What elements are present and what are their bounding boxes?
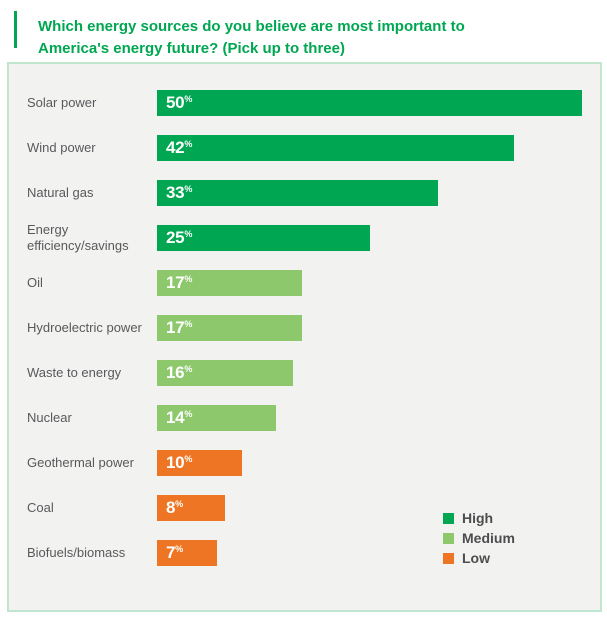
chart-row: Hydroelectric power 17% — [9, 305, 600, 350]
category-label: Geothermal power — [27, 454, 134, 470]
bar-low: 10% — [157, 449, 242, 476]
chart-question-title: Which energy sources do you believe are … — [38, 18, 465, 58]
category-label: Oil — [27, 274, 43, 290]
bar-value-label: 16% — [166, 363, 193, 382]
category-label: Nuclear — [27, 409, 72, 425]
chart-row: Energy efficiency/savings 25% — [9, 215, 600, 260]
bar-medium: 17% — [157, 314, 302, 341]
legend-swatch-icon — [443, 532, 454, 544]
bar-medium: 16% — [157, 359, 293, 386]
bar-value-label: 10% — [166, 453, 193, 472]
chart-row: Coal 8% — [9, 485, 600, 530]
chart-rows: Solar power 50% Wind power 42% Natural gas 33… — [9, 64, 600, 575]
bar-value-label: 17% — [166, 273, 193, 292]
bar-value-label: 25% — [166, 228, 193, 247]
chart-row: Biofuels/biomass 7% — [9, 530, 600, 575]
legend-item: Low — [443, 548, 515, 568]
bar-value-label: 42% — [166, 138, 193, 157]
legend-label: Low — [462, 550, 490, 566]
category-label: Biofuels/biomass — [27, 544, 126, 560]
bar-high: 33% — [157, 179, 438, 206]
chart-panel: Solar power 50% Wind power 42% Natural gas 33… — [7, 62, 602, 612]
chart-row: Solar power 50% — [9, 80, 600, 125]
legend-item: High — [443, 508, 515, 528]
bar-value-label: 50% — [166, 93, 193, 112]
bar-value-label: 17% — [166, 318, 193, 337]
chart-row: Oil 17% — [9, 260, 600, 305]
chart-row: Nuclear 14% — [9, 395, 600, 440]
chart-legend: High Medium Low — [443, 508, 515, 568]
category-label: Natural gas — [27, 184, 94, 200]
bar-low: 7% — [157, 539, 217, 566]
title-accent-rule — [14, 11, 17, 48]
chart-row: Waste to energy 16% — [9, 350, 600, 395]
bar-high: 50% — [157, 89, 582, 116]
legend-label: Medium — [462, 530, 515, 546]
bar-low: 8% — [157, 494, 225, 521]
chart-row: Geothermal power 10% — [9, 440, 600, 485]
category-label: Energy efficiency/savings — [27, 221, 129, 253]
category-label: Waste to energy — [27, 364, 122, 380]
bar-high: 42% — [157, 134, 514, 161]
chart-row: Natural gas 33% — [9, 170, 600, 215]
legend-swatch-icon — [443, 512, 454, 524]
bar-value-label: 33% — [166, 183, 193, 202]
category-label: Wind power — [27, 139, 96, 155]
bar-value-label: 8% — [166, 498, 184, 517]
legend-item: Medium — [443, 528, 515, 548]
category-label: Solar power — [27, 94, 97, 110]
bar-high: 25% — [157, 224, 370, 251]
bar-medium: 14% — [157, 404, 276, 431]
bar-medium: 17% — [157, 269, 302, 296]
category-label: Coal — [27, 499, 54, 515]
chart-row: Wind power 42% — [9, 125, 600, 170]
legend-label: High — [462, 510, 494, 526]
legend-swatch-icon — [443, 552, 454, 564]
bar-value-label: 7% — [166, 543, 184, 562]
bar-value-label: 14% — [166, 408, 193, 427]
category-label: Hydroelectric power — [27, 319, 142, 335]
